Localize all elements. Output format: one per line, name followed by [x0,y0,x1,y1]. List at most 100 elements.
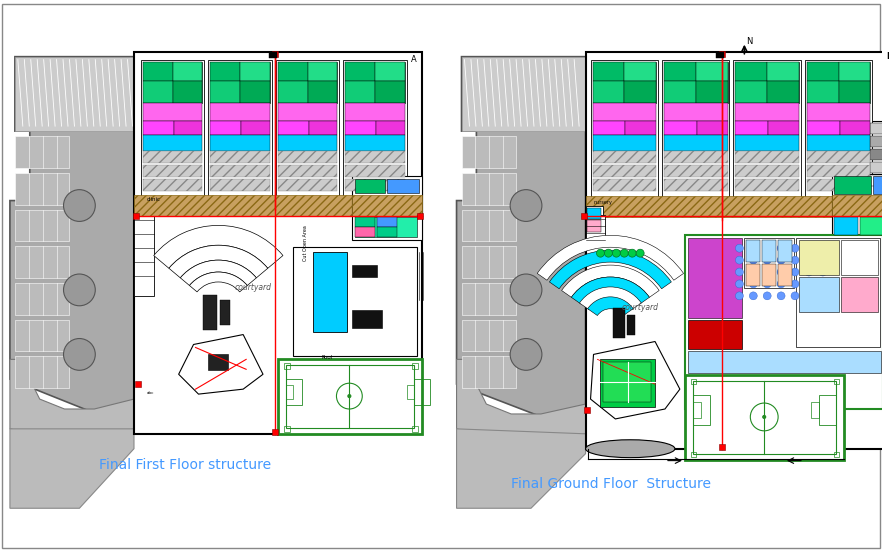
Bar [688,352,881,373]
Circle shape [764,280,771,288]
Circle shape [805,244,813,252]
Bar [716,51,724,58]
Bar [143,121,173,135]
Bar [461,246,517,278]
Bar [356,179,385,192]
Bar [387,179,419,192]
Bar [211,135,270,151]
Bar [869,121,889,191]
Bar [278,81,308,103]
Bar [313,252,348,332]
Circle shape [63,274,95,306]
Bar [735,121,768,135]
Bar [211,165,270,177]
Circle shape [749,280,757,288]
Text: courtyard: courtyard [235,283,271,292]
Bar [211,61,270,103]
Bar [733,60,801,199]
Bar [172,81,203,103]
Polygon shape [10,429,134,508]
Bar [805,60,872,199]
Circle shape [805,280,813,288]
Bar [693,402,701,418]
Bar [685,236,884,409]
Polygon shape [590,342,680,419]
Circle shape [819,280,827,288]
Circle shape [597,249,605,257]
Bar [143,103,203,121]
Bar [308,121,338,135]
Bar [461,210,517,241]
Bar [870,175,888,186]
Circle shape [805,292,813,300]
Bar [346,165,405,177]
Bar [664,81,696,103]
Bar [664,135,727,151]
Bar [135,381,141,387]
Bar [461,283,517,315]
Bar [15,210,69,241]
Circle shape [613,249,621,257]
Bar [269,51,276,58]
Bar [807,81,838,103]
Circle shape [63,338,95,371]
Bar [693,395,709,425]
Circle shape [510,338,542,371]
Bar [581,213,587,220]
Circle shape [735,280,743,288]
Circle shape [819,244,827,252]
Bar [735,135,799,151]
Bar [624,81,656,103]
Wedge shape [154,226,283,268]
Circle shape [510,190,542,221]
Bar [860,217,884,236]
Bar [762,240,776,262]
Bar [586,206,604,236]
Bar [593,103,656,121]
Bar [346,179,405,191]
Bar [143,165,203,177]
Text: clinic: clinic [147,196,161,202]
Polygon shape [461,56,586,131]
Bar [356,227,375,237]
Wedge shape [180,260,256,285]
Bar [134,51,421,434]
Bar [141,60,204,199]
Bar [172,61,203,81]
Bar [664,151,727,163]
Polygon shape [457,359,586,444]
Circle shape [791,256,799,264]
Wedge shape [169,245,268,278]
Text: N: N [747,36,753,46]
Circle shape [805,268,813,276]
Circle shape [777,256,785,264]
Bar [211,103,270,121]
Polygon shape [10,56,134,429]
Bar [208,354,228,371]
Circle shape [629,249,637,257]
Bar [834,176,871,194]
Bar [807,61,870,103]
Bar [693,381,836,453]
Circle shape [63,190,95,221]
Bar [807,103,870,121]
Text: courtyard: courtyard [621,302,659,312]
Bar [346,103,405,121]
Bar [762,264,776,286]
Bar [461,173,517,205]
Bar [278,103,338,121]
Bar [593,151,656,163]
Bar [586,196,832,217]
Bar [839,121,870,135]
Bar [664,61,727,103]
Bar [807,179,870,191]
Bar [308,81,338,103]
Bar [696,61,727,81]
Polygon shape [457,429,586,508]
Bar [375,61,405,81]
Bar [461,136,517,168]
Circle shape [764,256,771,264]
Circle shape [791,244,799,252]
Bar [204,295,217,330]
Bar [15,320,69,352]
